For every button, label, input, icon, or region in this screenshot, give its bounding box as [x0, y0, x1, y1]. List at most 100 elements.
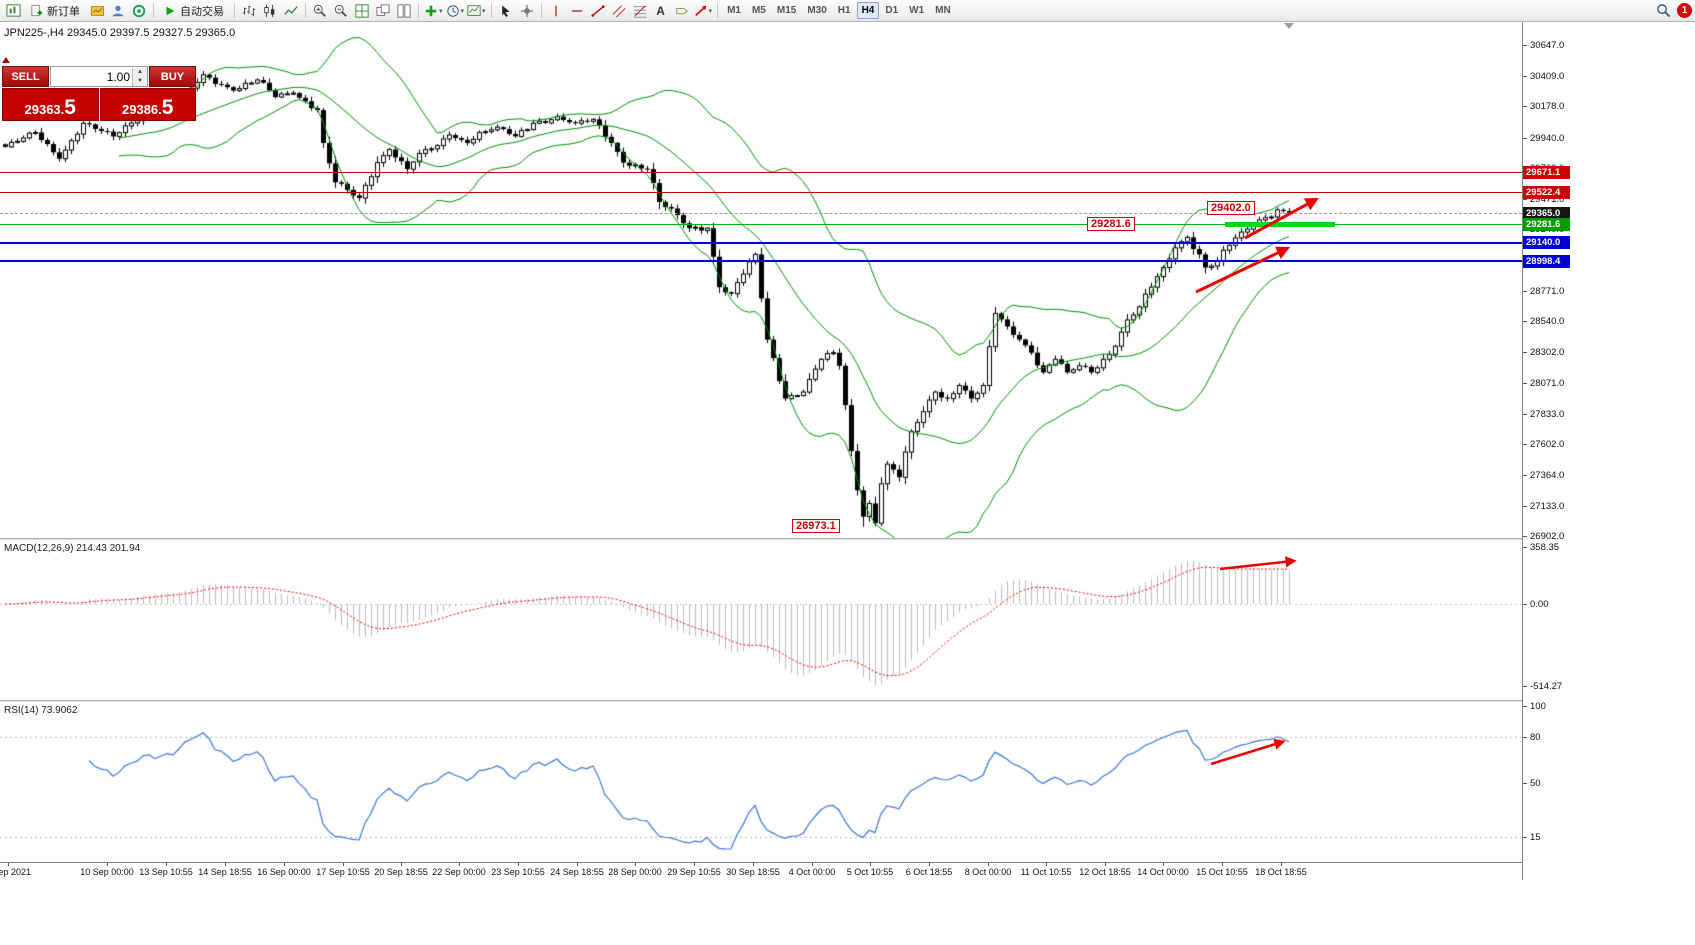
- chart-shift-marker[interactable]: [1284, 23, 1294, 29]
- timeframe-h4[interactable]: H4: [856, 2, 880, 19]
- timeframe-m30[interactable]: M30: [807, 5, 827, 16]
- community-icon[interactable]: [129, 1, 149, 20]
- price-annotation-29281.6[interactable]: 29281.6: [1087, 217, 1135, 231]
- trendline-icon[interactable]: [588, 1, 608, 20]
- fibonacci-icon[interactable]: [630, 1, 650, 20]
- time-axis-label: 14 Oct 00:00: [1137, 867, 1189, 877]
- sell-button[interactable]: SELL: [2, 66, 49, 87]
- price-tick-label: 29940.0: [1530, 132, 1565, 144]
- macd-panel[interactable]: MACD(12,26,9) 214.43 201.94: [0, 540, 1522, 700]
- time-tick-mark: [8, 863, 9, 866]
- buy-button[interactable]: BUY: [149, 66, 196, 87]
- time-axis-label: 4 Oct 00:00: [788, 867, 836, 877]
- time-axis-label: 17 Sep 10:55: [316, 867, 370, 877]
- cascade-windows-icon[interactable]: [373, 1, 393, 20]
- timeframe-h1[interactable]: H1: [837, 5, 851, 16]
- candlestick-icon[interactable]: [260, 1, 280, 20]
- rsi-axis-label: 50: [1530, 778, 1541, 789]
- chart-window-icon[interactable]: [3, 1, 23, 20]
- tile-vertical-icon[interactable]: [394, 1, 414, 20]
- time-tick-mark: [1163, 863, 1164, 866]
- search-icon[interactable]: [1653, 1, 1673, 20]
- volume-down-icon[interactable]: ▼: [133, 76, 147, 86]
- zoom-out-icon[interactable]: [331, 1, 351, 20]
- time-tick-mark: [988, 863, 989, 866]
- add-indicator-icon[interactable]: ▾: [423, 1, 444, 20]
- price-chart-panel[interactable]: JPN225-,H4 29345.0 29397.5 29327.5 29365…: [0, 22, 1522, 538]
- bar-chart-icon[interactable]: [239, 1, 259, 20]
- horizontal-line-icon[interactable]: [567, 1, 587, 20]
- macd-axis-label: 358.35: [1530, 542, 1560, 553]
- rsi-canvas[interactable]: [0, 702, 1522, 862]
- price-tick-mark: [1523, 444, 1527, 446]
- zoom-in-icon[interactable]: [310, 1, 330, 20]
- channel-icon[interactable]: [609, 1, 629, 20]
- time-axis-label: 5 Oct 10:55: [846, 867, 894, 877]
- arrow-tool-icon[interactable]: ▾: [693, 1, 714, 20]
- time-axis-label: 6 Oct 18:55: [905, 867, 953, 877]
- sell-price-display[interactable]: 29363. 5: [2, 88, 99, 121]
- crosshair-icon[interactable]: [517, 1, 537, 20]
- price-tick-mark: [1523, 413, 1527, 415]
- clock-icon[interactable]: ▾: [445, 1, 466, 20]
- time-tick-mark: [225, 863, 226, 866]
- price-tick-label: 30409.0: [1530, 71, 1565, 83]
- chart-settings-icon[interactable]: ▾: [466, 1, 487, 20]
- buy-price-display[interactable]: 29386. 5: [99, 88, 196, 121]
- time-axis-label: 28 Sep 00:00: [608, 867, 662, 877]
- panel-divider[interactable]: [0, 538, 1695, 540]
- macd-tick-mark: [1523, 604, 1527, 605]
- line-chart-icon[interactable]: [281, 1, 301, 20]
- notification-badge[interactable]: 1: [1677, 3, 1692, 18]
- price-tick-label: 30647.0: [1530, 40, 1565, 51]
- timeframe-m15[interactable]: M15: [776, 5, 797, 16]
- time-axis[interactable]: 1 Sep 2021 10 Sep 00:00 13 Sep 10:55 14 Sep…: [0, 862, 1695, 883]
- price-tick-label: 29471.0: [1530, 194, 1565, 206]
- one-click-trading-panel: SELL ▲▼ BUY 29363.5 29386.5: [2, 57, 196, 121]
- macd-label: MACD(12,26,9) 214.43 201.94: [4, 543, 141, 554]
- price-tick-label: 28071.0: [1530, 377, 1565, 389]
- price-tick-mark: [1523, 321, 1527, 323]
- time-tick-mark: [107, 863, 108, 866]
- charts-menu-icon[interactable]: [87, 1, 107, 20]
- profile-icon[interactable]: [108, 1, 128, 20]
- auto-trading-button[interactable]: 自动交易: [158, 1, 230, 20]
- price-tick-label: 27602.0: [1530, 439, 1565, 451]
- green-support-zone[interactable]: [1225, 222, 1335, 227]
- label-icon[interactable]: [672, 1, 692, 20]
- timeframe-mn[interactable]: MN: [935, 5, 951, 16]
- price-tick-label: 28302.0: [1530, 347, 1565, 359]
- timeframe-d1[interactable]: D1: [885, 5, 899, 16]
- price-annotation-26973.1[interactable]: 26973.1: [792, 519, 840, 533]
- buy-price-big: 5: [161, 96, 174, 119]
- macd-axis-label: -514.27: [1530, 680, 1563, 692]
- timeframe-w1[interactable]: W1: [909, 5, 925, 16]
- time-tick-mark: [753, 863, 754, 866]
- new-order-button[interactable]: 新订单: [24, 1, 86, 20]
- timeframe-m1[interactable]: M1: [727, 5, 741, 16]
- sell-price-main: 29363.: [24, 102, 65, 117]
- volume-up-icon[interactable]: ▲: [133, 67, 147, 77]
- price-annotation-29402.0[interactable]: 29402.0: [1207, 201, 1255, 215]
- text-icon[interactable]: A: [656, 3, 665, 18]
- vertical-line-icon[interactable]: [546, 1, 566, 20]
- price-tick-mark: [1523, 536, 1527, 537]
- toolbar-right-group: 1: [1653, 1, 1692, 20]
- macd-canvas[interactable]: [0, 540, 1522, 700]
- time-axis-label: 30 Sep 18:55: [726, 867, 780, 877]
- time-tick-mark: [694, 863, 695, 866]
- price-tick-label: 26902.0: [1530, 531, 1565, 542]
- panel-divider[interactable]: [0, 700, 1695, 702]
- trade-panel-collapse-icon[interactable]: [2, 57, 10, 63]
- volume-input[interactable]: [51, 68, 132, 85]
- toolbar-separator: [153, 3, 154, 18]
- price-badge-29281.6: 29281.6: [1523, 217, 1570, 231]
- price-chart-canvas[interactable]: [0, 22, 1522, 538]
- price-axis[interactable]: 30647.030409.030178.029940.029709.029471…: [1522, 22, 1695, 880]
- rsi-tick-mark: [1523, 836, 1527, 838]
- rsi-panel[interactable]: RSI(14) 73.9062: [0, 702, 1522, 862]
- volume-stepper[interactable]: ▲ ▼: [132, 67, 147, 86]
- tile-windows-icon[interactable]: [352, 1, 372, 20]
- timeframe-m5[interactable]: M5: [751, 5, 766, 16]
- cursor-icon[interactable]: [496, 1, 516, 20]
